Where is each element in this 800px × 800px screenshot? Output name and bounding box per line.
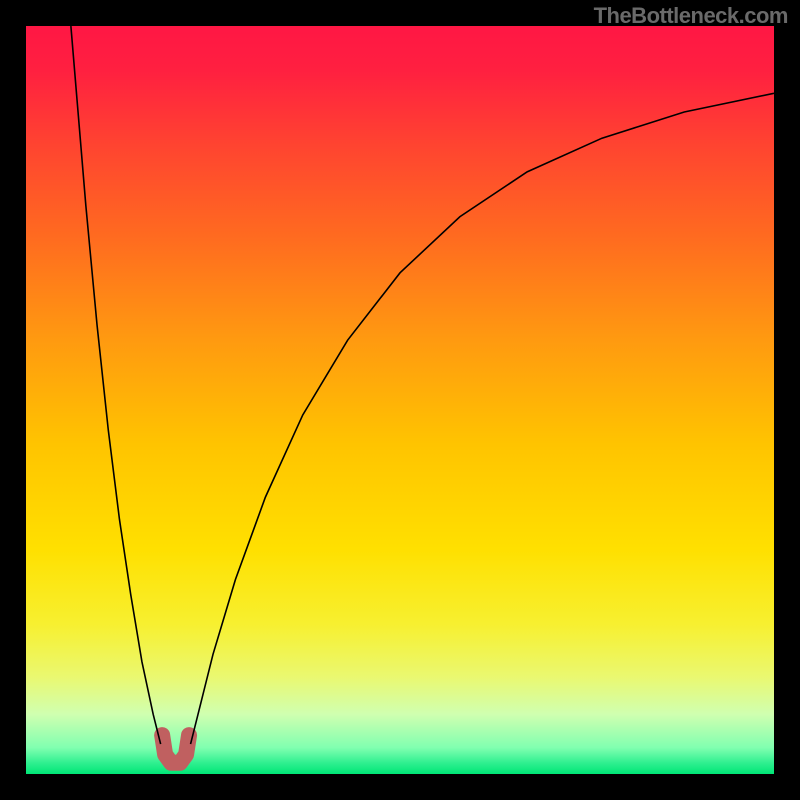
plot-background	[26, 26, 774, 774]
chart-canvas	[0, 0, 800, 800]
watermark-text: TheBottleneck.com	[594, 3, 788, 29]
outer-frame: TheBottleneck.com	[0, 0, 800, 800]
